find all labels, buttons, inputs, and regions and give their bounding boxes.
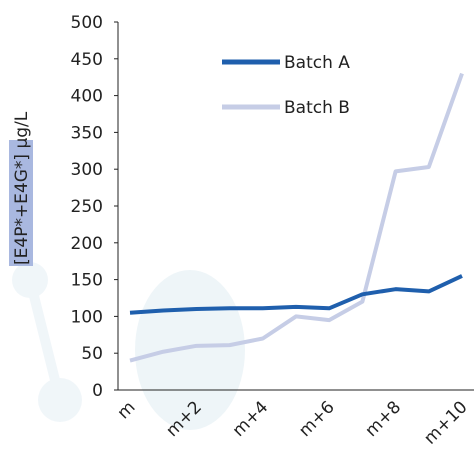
chart: [E4P*+E4G*] µg/L 0 50 100 150 200 250 300 350 40…	[0, 0, 474, 452]
y-tick-label: 250	[71, 197, 103, 217]
legend-label: Batch B	[284, 98, 350, 118]
y-tick-label: 200	[71, 234, 103, 254]
page: {"chart_data": {"type": "line", "y_label…	[0, 0, 474, 456]
x-tick-label: m+10	[420, 397, 471, 448]
x-tick-label: m	[114, 397, 140, 423]
y-tick-label: 350	[71, 123, 103, 143]
legend-label: Batch A	[284, 53, 350, 73]
y-tick-label: 400	[71, 87, 103, 107]
x-tick-label: m+8	[362, 397, 406, 441]
y-tick-label: 300	[71, 160, 103, 180]
y-tick-label: 450	[71, 50, 103, 70]
x-tick-label: m+6	[295, 397, 339, 441]
y-tick-label: 150	[71, 271, 103, 291]
y-tick-label: 500	[71, 13, 103, 33]
y-tick-label: 0	[92, 381, 103, 401]
y-tick-label: 100	[71, 307, 103, 327]
y-tick-label: 50	[81, 344, 103, 364]
y-axis-label: [E4P*+E4G*] µg/L	[12, 111, 32, 265]
x-tick-label: m+4	[229, 397, 273, 441]
